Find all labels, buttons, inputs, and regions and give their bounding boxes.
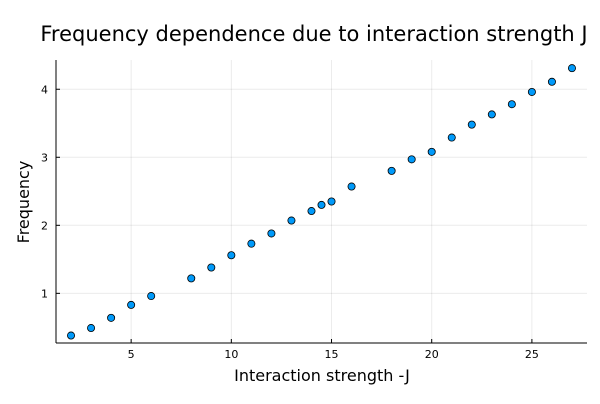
data-point [407, 155, 416, 164]
data-point [317, 200, 326, 209]
y-axis-label: Frequency [14, 161, 33, 244]
data-point [387, 166, 396, 175]
data-points [67, 64, 576, 340]
data-point [207, 263, 216, 272]
data-point [267, 229, 276, 238]
x-tick-label: 5 [128, 348, 135, 361]
data-point [467, 120, 476, 129]
data-point [347, 182, 356, 191]
data-point [307, 207, 316, 216]
data-point [147, 292, 156, 301]
x-tick-label: 10 [224, 348, 238, 361]
data-point [507, 100, 516, 109]
data-point [187, 274, 196, 283]
axes: 5 10 15 20 25 1 2 3 4 [41, 60, 587, 361]
y-tick-label: 2 [41, 219, 48, 232]
data-point [107, 313, 116, 322]
data-point [427, 147, 436, 156]
data-point [327, 197, 336, 206]
y-tick-label: 1 [41, 287, 48, 300]
chart-title: Frequency dependence due to interaction … [40, 22, 587, 46]
data-point [527, 87, 536, 96]
data-point [127, 300, 136, 309]
y-tick-label: 3 [41, 151, 48, 164]
data-point [67, 331, 76, 340]
y-tick-label: 4 [41, 83, 48, 96]
x-axis-label: Interaction strength -J [234, 366, 410, 385]
x-tick-label: 25 [525, 348, 539, 361]
data-point [487, 110, 496, 119]
x-tick-label: 15 [325, 348, 339, 361]
data-point [227, 251, 236, 260]
data-point [547, 77, 556, 86]
data-point [447, 133, 456, 142]
data-point [247, 239, 256, 248]
data-point [567, 64, 576, 73]
x-tick-label: 20 [425, 348, 439, 361]
grid-lines [56, 60, 587, 343]
data-point [87, 324, 96, 333]
data-point [287, 216, 296, 225]
